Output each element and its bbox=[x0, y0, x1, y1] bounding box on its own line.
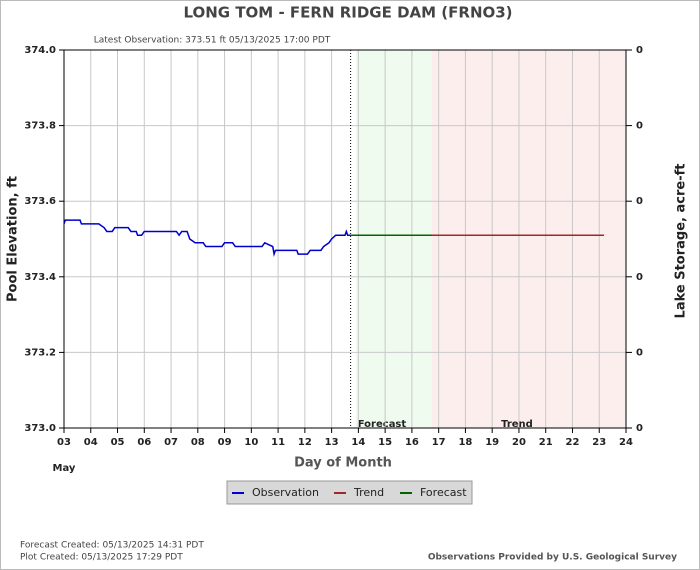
legend-label: Trend bbox=[353, 486, 384, 499]
x-tick-label: 19 bbox=[485, 437, 499, 448]
x-axis-label: Day of Month bbox=[294, 456, 392, 471]
x-tick-label: 08 bbox=[191, 437, 205, 448]
y-tick-label: 373.2 bbox=[24, 347, 56, 358]
x-tick-label: 06 bbox=[137, 437, 151, 448]
region-label: Forecast bbox=[358, 419, 407, 430]
y-tick-label: 373.8 bbox=[24, 121, 56, 132]
x-tick-label: 15 bbox=[378, 437, 392, 448]
legend-box bbox=[226, 480, 473, 505]
x-tick-label: 07 bbox=[164, 437, 178, 448]
x-tick-label: 12 bbox=[298, 437, 312, 448]
x-tick-label: 24 bbox=[619, 437, 633, 448]
footer-text: Plot Created: 05/13/2025 17:29 PDT bbox=[20, 553, 183, 563]
subtitle: Latest Observation: 373.51 ft 05/13/2025… bbox=[94, 36, 331, 46]
y-tick-label: 373.0 bbox=[24, 423, 56, 434]
y2-tick-label: 0 bbox=[636, 423, 643, 434]
x-tick-label: 16 bbox=[405, 437, 419, 448]
legend-label: Observation bbox=[252, 486, 319, 499]
footer-text: Observations Provided by U.S. Geological… bbox=[428, 553, 677, 563]
y2-tick-label: 0 bbox=[636, 272, 643, 283]
region-label: Trend bbox=[501, 419, 533, 430]
x-tick-label: 22 bbox=[566, 437, 580, 448]
y2-axis-label: Lake Storage, acre-ft bbox=[674, 164, 689, 319]
x-tick-label: 10 bbox=[244, 437, 258, 448]
x-tick-label: 23 bbox=[592, 437, 606, 448]
footer-text: Forecast Created: 05/13/2025 14:31 PDT bbox=[20, 541, 204, 551]
month-label: May bbox=[53, 463, 76, 474]
plot-border bbox=[63, 49, 627, 429]
x-tick-label: 11 bbox=[271, 437, 285, 448]
y2-tick-label: 0 bbox=[636, 45, 643, 56]
y-axis-label: Pool Elevation, ft bbox=[6, 176, 21, 302]
x-tick-label: 14 bbox=[351, 437, 365, 448]
y2-tick-label: 0 bbox=[636, 196, 643, 207]
x-tick-label: 18 bbox=[458, 437, 472, 448]
y2-tick-label: 0 bbox=[636, 121, 643, 132]
chart-title: LONG TOM - FERN RIDGE DAM (FRNO3) bbox=[183, 4, 512, 22]
series-line bbox=[63, 219, 351, 258]
x-tick-label: 20 bbox=[512, 437, 526, 448]
y2-tick-label: 0 bbox=[636, 347, 643, 358]
x-tick-label: 17 bbox=[432, 437, 446, 448]
legend-label: Forecast bbox=[420, 486, 467, 499]
x-tick-label: 13 bbox=[325, 437, 339, 448]
x-tick-label: 09 bbox=[218, 437, 232, 448]
x-tick-label: 04 bbox=[84, 437, 98, 448]
y-tick-label: 373.6 bbox=[24, 196, 56, 207]
x-tick-label: 05 bbox=[111, 437, 125, 448]
x-tick-label: 03 bbox=[57, 437, 71, 448]
region bbox=[431, 50, 626, 428]
region bbox=[355, 50, 432, 428]
y-tick-label: 373.4 bbox=[24, 272, 56, 283]
y-tick-label: 374.0 bbox=[24, 45, 56, 56]
x-tick-label: 21 bbox=[539, 437, 553, 448]
